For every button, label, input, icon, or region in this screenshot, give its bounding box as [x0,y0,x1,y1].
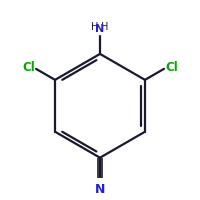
Text: N: N [95,183,105,196]
Text: H: H [101,22,109,32]
Text: N: N [95,24,105,34]
Text: Cl: Cl [165,61,178,74]
Text: Cl: Cl [22,61,35,74]
Text: H: H [91,22,99,32]
